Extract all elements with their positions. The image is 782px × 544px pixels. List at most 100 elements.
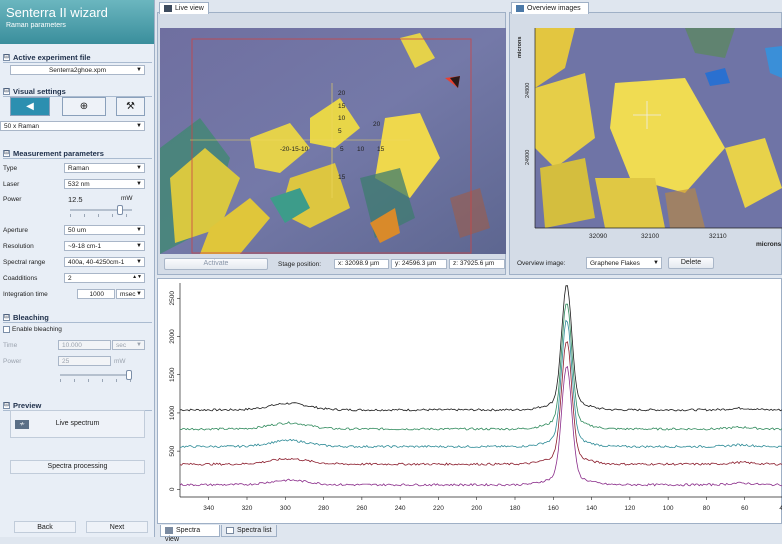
collapse-icon[interactable]: ⊟ bbox=[3, 401, 10, 409]
delete-label: Delete bbox=[680, 259, 702, 266]
settings-view-button[interactable]: ⚒ bbox=[116, 97, 145, 116]
collapse-icon[interactable]: ⊟ bbox=[3, 313, 10, 321]
x-tick-label: 340 bbox=[203, 505, 214, 512]
back-button[interactable]: Back bbox=[14, 521, 76, 533]
section-label: Measurement parameters bbox=[13, 148, 104, 158]
y-tick-label: 1500 bbox=[169, 367, 176, 382]
chevron-down-icon: ▼ bbox=[136, 227, 142, 233]
x-tick-label: 140 bbox=[586, 505, 597, 512]
section-active-file[interactable]: ⊟ Active experiment file bbox=[3, 52, 152, 63]
stage-z-value: z: 37925.6 µm bbox=[449, 259, 505, 269]
wizard-title: Senterra II wizard bbox=[6, 5, 108, 20]
scale-label: 5 bbox=[340, 146, 344, 153]
stage-position-label: Stage position: bbox=[278, 261, 322, 268]
y-axis-label: microns bbox=[517, 37, 523, 58]
collapse-icon[interactable]: ⊟ bbox=[3, 53, 10, 61]
collapse-icon[interactable]: ⊟ bbox=[3, 149, 10, 157]
wizard-header: Senterra II wizard Raman parameters bbox=[0, 0, 154, 44]
live-camera-image[interactable]: 20 15 10 5 -20-15-10 5 10 15 20 15 bbox=[160, 28, 506, 254]
wizard-subtitle: Raman parameters bbox=[6, 22, 66, 29]
next-button[interactable]: Next bbox=[86, 521, 148, 533]
back-label: Back bbox=[37, 524, 53, 531]
y-tick-label: 500 bbox=[169, 445, 176, 456]
collapse-icon[interactable]: ⊟ bbox=[3, 87, 10, 95]
slider-thumb[interactable] bbox=[126, 370, 132, 380]
x-tick-label: 32110 bbox=[709, 233, 727, 240]
section-visual[interactable]: ⊟ Visual settings bbox=[3, 86, 152, 97]
checkbox-icon[interactable] bbox=[3, 326, 10, 333]
live-spectrum-button[interactable]: ≁ Live spectrum bbox=[10, 410, 145, 438]
camera-view-button[interactable]: ◀ bbox=[10, 97, 50, 116]
bleach-time-input[interactable]: 10.000 bbox=[58, 340, 111, 350]
crosshair-icon: ⊕ bbox=[79, 101, 89, 112]
image-icon bbox=[516, 4, 524, 12]
spectrum-chart: 340 320 300 280 260 240 220 200 180 160 140 120 100 8… bbox=[169, 283, 782, 512]
x-tick-label: 200 bbox=[471, 505, 482, 512]
tab-overview-images[interactable]: Overview images bbox=[511, 2, 589, 14]
enable-bleaching-checkbox[interactable]: Enable bleaching bbox=[3, 326, 62, 333]
live-spectrum-label: Live spectrum bbox=[55, 420, 100, 427]
spinner-arrows-icon[interactable]: ▲▼ bbox=[132, 274, 142, 280]
power-label: Power bbox=[3, 196, 22, 203]
x-axis-label: microns bbox=[756, 241, 782, 248]
spectrum-series-line bbox=[179, 303, 782, 431]
aperture-label: Aperture bbox=[3, 227, 28, 234]
coadditions-spinner[interactable]: 2 ▲▼ bbox=[64, 273, 145, 283]
aperture-select[interactable]: 50 um ▼ bbox=[64, 225, 145, 235]
chevron-down-icon: ▼ bbox=[136, 123, 142, 129]
chevron-down-icon: ▼ bbox=[136, 165, 142, 171]
y-tick-label: 24900 bbox=[525, 150, 531, 165]
spectra-processing-label: Spectra processing bbox=[47, 463, 108, 470]
chart-icon bbox=[165, 526, 173, 534]
bleach-power-input[interactable]: 25 bbox=[58, 356, 111, 366]
experiment-file-select[interactable]: Senterra2ghoe.xpm ▼ bbox=[10, 65, 145, 75]
laser-select[interactable]: 532 nm ▼ bbox=[64, 179, 145, 189]
chevron-down-icon: ▼ bbox=[136, 243, 142, 249]
tab-label: Live view bbox=[175, 5, 204, 12]
y-tick-label: 2500 bbox=[169, 291, 176, 306]
tab-spectra-list[interactable]: Spectra list bbox=[221, 525, 277, 537]
power-slider[interactable] bbox=[70, 205, 132, 217]
x-tick-label: 220 bbox=[433, 505, 444, 512]
x-tick-label: 240 bbox=[395, 505, 406, 512]
tab-spectra-view[interactable]: Spectra view bbox=[160, 525, 220, 543]
x-tick-label: 320 bbox=[242, 505, 253, 512]
bleach-time-unit-select[interactable]: sec ▼ bbox=[112, 340, 145, 350]
resolution-select[interactable]: ~9-18 cm-1 ▼ bbox=[64, 241, 145, 251]
spectral-range-select[interactable]: 400a, 40-4250cm-1 ▼ bbox=[64, 257, 145, 267]
spectral-range-value: 400a, 40-4250cm-1 bbox=[68, 259, 125, 266]
spectrum-series-line bbox=[179, 319, 782, 449]
overview-axes: microns 24800 24900 32090 32100 32110 mi… bbox=[517, 28, 782, 248]
camera-icon bbox=[164, 4, 172, 12]
chevron-down-icon: ▼ bbox=[136, 291, 142, 297]
laser-value: 532 nm bbox=[68, 181, 90, 188]
section-measurement[interactable]: ⊟ Measurement parameters bbox=[3, 148, 152, 159]
section-bleaching[interactable]: ⊟ Bleaching bbox=[3, 312, 152, 323]
x-tick-label: 160 bbox=[548, 505, 559, 512]
delete-button[interactable]: Delete bbox=[668, 257, 714, 269]
slider-thumb[interactable] bbox=[117, 205, 123, 215]
integration-spinner[interactable]: 1000 bbox=[77, 289, 115, 299]
bleach-power-slider[interactable] bbox=[60, 370, 132, 382]
chevron-down-icon: ▼ bbox=[136, 259, 142, 265]
x-tick-label: 40 bbox=[779, 505, 782, 512]
overview-image-select[interactable]: Graphene Flakes ▼ bbox=[586, 257, 662, 269]
type-select[interactable]: Raman ▼ bbox=[64, 163, 145, 173]
overlay-view-button[interactable]: ⊕ bbox=[62, 97, 106, 116]
chevron-down-icon: ▼ bbox=[136, 181, 142, 187]
chevron-down-icon: ▼ bbox=[136, 67, 142, 73]
activate-button[interactable]: Activate bbox=[164, 258, 268, 270]
resolution-label: Resolution bbox=[3, 243, 34, 250]
y-tick-label: 1000 bbox=[169, 405, 176, 420]
spectra-processing-button[interactable]: Spectra processing bbox=[10, 460, 145, 474]
overview-select-value: Graphene Flakes bbox=[590, 260, 640, 267]
spectrum-series-line bbox=[179, 285, 782, 412]
scale-overlay: 20 15 10 5 -20-15-10 5 10 15 20 15 bbox=[280, 90, 385, 181]
tab-live-view[interactable]: Live view bbox=[159, 2, 209, 14]
spectrum-series-line bbox=[179, 365, 782, 487]
integration-unit-select[interactable]: msec ▼ bbox=[116, 289, 145, 299]
overview-image[interactable] bbox=[535, 28, 782, 228]
objective-select[interactable]: 50 x Raman ▼ bbox=[0, 121, 145, 131]
integration-label: Integration time bbox=[3, 291, 48, 298]
bleach-power-label: Power bbox=[3, 358, 22, 365]
